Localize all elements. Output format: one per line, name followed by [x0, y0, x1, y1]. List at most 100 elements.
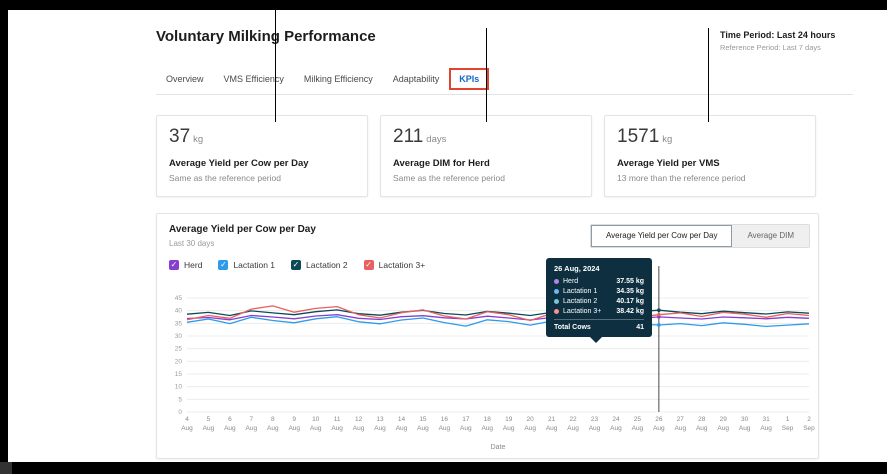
- tooltip-series-value: 34.35 kg: [616, 288, 644, 295]
- kpi-comparison: 13 more than the reference period: [617, 173, 746, 183]
- svg-text:Aug: Aug: [396, 425, 408, 432]
- bottom-bar-segment: [0, 462, 12, 474]
- tab-vms-efficiency[interactable]: VMS Efficiency: [223, 74, 284, 84]
- tooltip-row-lactation-1: Lactation 1 34.35 kg: [554, 288, 644, 295]
- series-dot-icon: [554, 289, 559, 294]
- kpi-comparison: Same as the reference period: [393, 173, 505, 183]
- svg-text:Aug: Aug: [246, 425, 258, 432]
- svg-text:6: 6: [228, 416, 232, 423]
- kpi-value: 37: [169, 126, 191, 147]
- svg-text:Aug: Aug: [481, 425, 493, 432]
- dashboard-content: Voluntary Milking Performance Time Perio…: [8, 10, 887, 462]
- svg-text:Aug: Aug: [739, 425, 751, 432]
- svg-text:10: 10: [175, 384, 183, 391]
- svg-text:Aug: Aug: [567, 425, 579, 432]
- checkbox-checked-icon[interactable]: ✓: [291, 260, 302, 270]
- svg-text:17: 17: [462, 416, 470, 423]
- svg-text:18: 18: [484, 416, 492, 423]
- checkbox-checked-icon[interactable]: ✓: [169, 260, 179, 270]
- svg-text:25: 25: [175, 346, 183, 353]
- svg-text:15: 15: [419, 416, 427, 423]
- series-line-lactation-1: [186, 316, 810, 328]
- checkbox-checked-icon[interactable]: ✓: [363, 260, 374, 270]
- tab-kpis[interactable]: KPIs: [449, 68, 490, 90]
- svg-text:40: 40: [175, 308, 183, 315]
- svg-text:Aug: Aug: [460, 425, 472, 432]
- toggle-average-yield-per-cow-per-day[interactable]: Average Yield per Cow per Day: [590, 225, 733, 247]
- kpi-card-average-dim-for-herd: 211 days Average DIM for Herd Same as the r…: [380, 115, 592, 197]
- overlay-marker-line: [275, 0, 276, 122]
- toggle-average-dim[interactable]: Average DIM: [732, 225, 809, 247]
- series-line-lactation-2: [186, 309, 810, 317]
- svg-text:0: 0: [178, 409, 182, 416]
- svg-text:Aug: Aug: [374, 425, 386, 432]
- page-title: Voluntary Milking Performance: [156, 28, 376, 45]
- tab-adaptability[interactable]: Adaptability: [392, 74, 440, 84]
- tooltip-series-label: Herd: [563, 278, 579, 285]
- svg-text:22: 22: [569, 416, 577, 423]
- legend-label: Lactation 3+: [378, 260, 426, 270]
- kpi-label: Average Yield per VMS: [617, 158, 720, 169]
- svg-text:Aug: Aug: [610, 425, 622, 432]
- series-dot-icon: [554, 309, 559, 314]
- svg-text:35: 35: [175, 320, 183, 327]
- svg-text:24: 24: [612, 416, 620, 423]
- kpi-card-average-yield-per-cow-per-day: 37 kg Average Yield per Cow per Day Same as…: [156, 115, 368, 197]
- tooltip-total-row: Total Cows 41: [554, 324, 644, 331]
- svg-text:Aug: Aug: [589, 425, 601, 432]
- tooltip-series-label: Lactation 2: [563, 298, 598, 305]
- legend-item-herd[interactable]: ✓ Herd: [169, 260, 202, 270]
- svg-text:25: 25: [634, 416, 642, 423]
- tab-overview[interactable]: Overview: [166, 74, 204, 84]
- svg-text:13: 13: [376, 416, 384, 423]
- svg-text:27: 27: [677, 416, 685, 423]
- tooltip-date: 26 Aug, 2024: [554, 264, 600, 273]
- svg-text:15: 15: [175, 371, 183, 378]
- kpi-unit: kg: [193, 134, 204, 145]
- svg-text:Aug: Aug: [632, 425, 644, 432]
- legend-label: Lactation 2: [306, 260, 348, 270]
- svg-text:Aug: Aug: [546, 425, 558, 432]
- chart-tooltip: 26 Aug, 2024 Herd 37.55 kg Lactation 1 34.3…: [546, 258, 652, 343]
- legend-item-lactation-3[interactable]: ✓ Lactation 3+: [363, 260, 426, 270]
- svg-text:Aug: Aug: [224, 425, 236, 432]
- svg-text:Aug: Aug: [353, 425, 365, 432]
- kpi-unit: days: [426, 134, 447, 145]
- svg-text:Aug: Aug: [675, 425, 687, 432]
- line-chart: 0 5 10 15 20 25 30 35 40 45 4 Aug 5 Aug 6 Aug 7 Aug 8 Aug 9 A…: [175, 266, 815, 432]
- svg-text:16: 16: [441, 416, 449, 423]
- legend-item-lactation-2[interactable]: ✓ Lactation 2: [291, 260, 348, 270]
- series-dot-icon: [554, 279, 559, 284]
- svg-text:1: 1: [786, 416, 790, 423]
- tab-milking-efficiency[interactable]: Milking Efficiency: [303, 74, 373, 84]
- top-black-bar: [0, 0, 887, 10]
- kpi-card-row: 37 kg Average Yield per Cow per Day Same as…: [156, 115, 816, 197]
- svg-text:21: 21: [548, 416, 556, 423]
- svg-text:Aug: Aug: [203, 425, 215, 432]
- svg-text:Aug: Aug: [181, 425, 193, 432]
- svg-text:29: 29: [720, 416, 728, 423]
- svg-text:5: 5: [207, 416, 211, 423]
- tooltip-rows: Herd 37.55 kg Lactation 1 34.35 kg Lactation…: [554, 278, 644, 315]
- legend-item-lactation-1[interactable]: ✓ Lactation 1: [218, 260, 275, 270]
- tooltip-series-value: 37.55 kg: [616, 278, 644, 285]
- time-period-label: Time Period: Last 24 hours: [720, 30, 836, 40]
- svg-text:9: 9: [292, 416, 296, 423]
- tooltip-series-value: 40.17 kg: [616, 298, 644, 305]
- svg-text:20: 20: [175, 358, 183, 365]
- kpi-label: Average Yield per Cow per Day: [169, 158, 309, 169]
- bottom-black-bar: [0, 462, 887, 474]
- chart-subtitle: Last 30 days: [169, 239, 215, 248]
- reference-period-label: Reference Period: Last 7 days: [720, 43, 821, 52]
- chart-metric-toggle: Average Yield per Cow per Day Average DIM: [589, 224, 810, 248]
- checkbox-checked-icon[interactable]: ✓: [218, 260, 229, 270]
- tab-bar: Overview VMS Efficiency Milking Efficiency…: [156, 68, 490, 90]
- svg-text:31: 31: [762, 416, 770, 423]
- svg-text:Aug: Aug: [653, 425, 665, 432]
- svg-text:4: 4: [185, 416, 189, 423]
- svg-text:Sep: Sep: [803, 425, 815, 432]
- svg-text:7: 7: [250, 416, 254, 423]
- svg-text:Aug: Aug: [288, 425, 300, 432]
- tooltip-row-lactation-2: Lactation 2 40.17 kg: [554, 298, 644, 305]
